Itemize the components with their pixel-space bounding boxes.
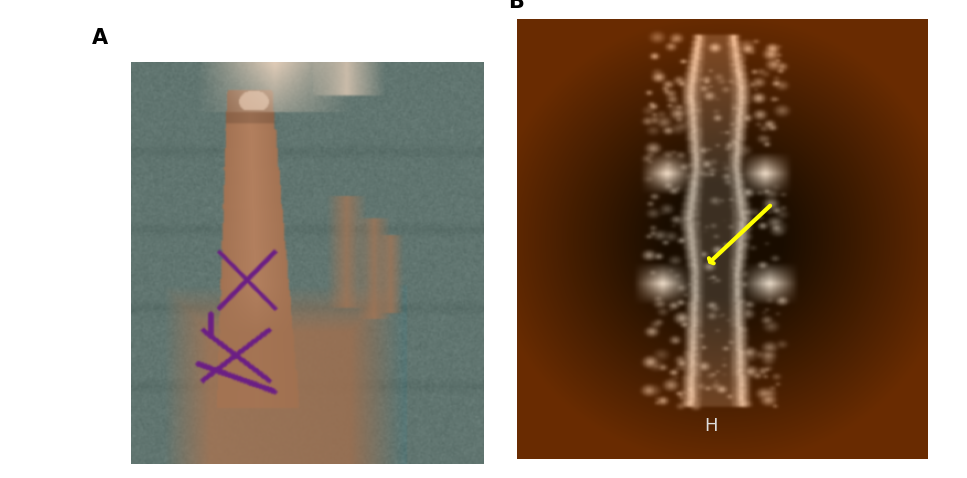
Text: A: A xyxy=(92,28,108,48)
Text: B: B xyxy=(508,0,523,12)
Text: H: H xyxy=(704,417,718,435)
